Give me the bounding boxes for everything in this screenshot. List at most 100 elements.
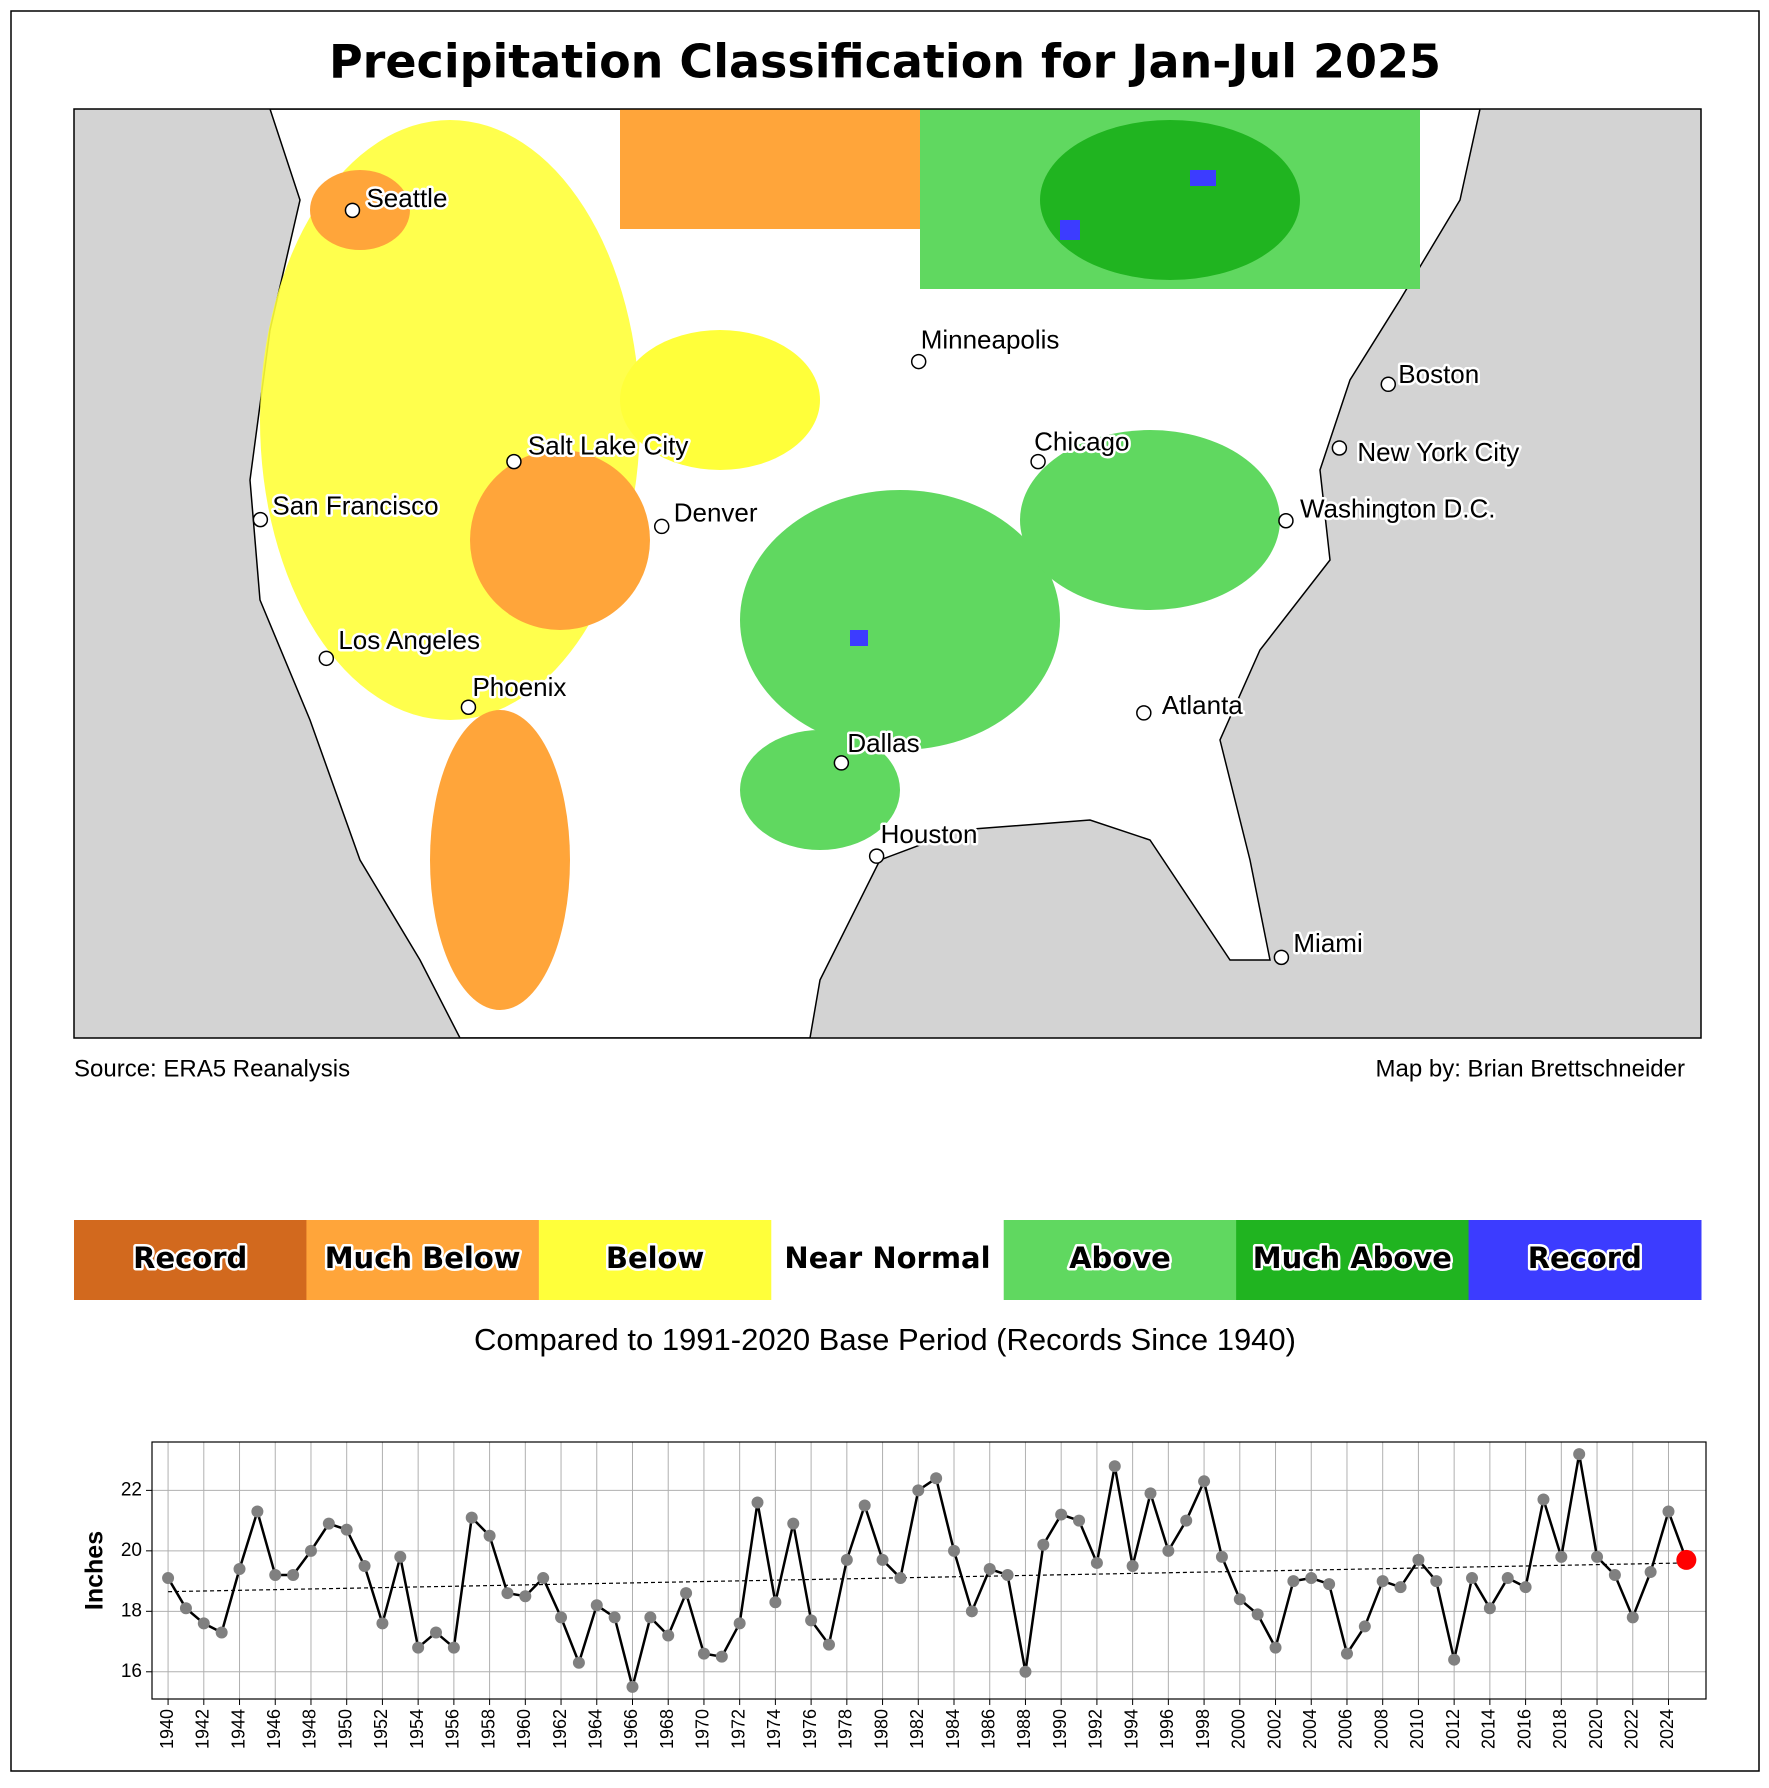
point — [590, 1599, 603, 1612]
x-tick-label: 2018 — [1550, 1709, 1570, 1749]
point — [1233, 1593, 1246, 1606]
x-tick-label: 1984 — [943, 1709, 963, 1749]
credit: Map by: Brian Brettschneider — [1376, 1055, 1685, 1082]
point — [1287, 1575, 1300, 1588]
point — [1644, 1566, 1657, 1579]
legend-label: Record — [1528, 1241, 1642, 1275]
x-tick-label: 2000 — [1229, 1709, 1249, 1749]
x-tick-label: 2014 — [1479, 1709, 1499, 1749]
city-marker — [1136, 705, 1152, 721]
city-label: New York City — [1357, 437, 1519, 467]
x-tick-label: 1992 — [1086, 1709, 1106, 1749]
legend-label: Above — [1069, 1241, 1171, 1275]
legend-swatch — [1003, 1220, 1237, 1300]
point — [572, 1656, 585, 1669]
x-tick-label: 1978 — [836, 1709, 856, 1749]
point — [1198, 1475, 1211, 1488]
city-marker — [252, 511, 269, 528]
point — [1394, 1581, 1407, 1594]
point — [948, 1544, 961, 1557]
point — [1412, 1553, 1425, 1566]
x-tick-label: 1986 — [978, 1709, 998, 1749]
point — [983, 1562, 996, 1575]
point — [1573, 1448, 1586, 1461]
highlight-point — [1676, 1549, 1697, 1570]
point — [1001, 1569, 1014, 1582]
title: Precipitation Classification for Jan-Jul… — [329, 35, 1441, 89]
point — [715, 1650, 728, 1663]
point — [233, 1562, 246, 1575]
y-tick-label: 20 — [121, 1540, 142, 1561]
point — [697, 1647, 710, 1660]
point — [1466, 1572, 1479, 1585]
point — [304, 1544, 317, 1557]
region — [1060, 220, 1080, 240]
x-tick-label: 1942 — [193, 1709, 213, 1749]
point — [787, 1517, 800, 1530]
y-tick-label: 16 — [121, 1661, 142, 1682]
point — [1180, 1514, 1193, 1527]
y-axis-label: Inches — [81, 1531, 109, 1610]
legend-swatch — [538, 1220, 772, 1300]
legend-swatch — [1468, 1220, 1702, 1300]
x-tick-label: 1998 — [1193, 1709, 1213, 1749]
x-tick-label: 1954 — [407, 1709, 427, 1749]
x-tick-label: 1988 — [1014, 1709, 1034, 1749]
point — [322, 1517, 335, 1530]
x-tick-label: 2010 — [1407, 1709, 1427, 1749]
point — [447, 1641, 460, 1654]
point — [162, 1572, 175, 1585]
point — [1090, 1556, 1103, 1569]
point — [340, 1523, 353, 1536]
point — [626, 1680, 639, 1693]
x-tick-label: 1944 — [228, 1709, 248, 1749]
point — [1037, 1538, 1050, 1551]
point — [251, 1505, 264, 1518]
point — [1019, 1665, 1032, 1678]
region — [1040, 120, 1300, 280]
x-tick-label: 1940 — [157, 1709, 177, 1749]
region — [740, 730, 900, 850]
city-label: Denver — [674, 497, 758, 527]
x-tick-label: 1956 — [443, 1709, 463, 1749]
city-label: Salt Lake City — [528, 430, 688, 460]
city-label: Miami — [1293, 928, 1362, 958]
point — [822, 1638, 835, 1651]
point — [644, 1611, 657, 1624]
point — [1608, 1569, 1621, 1582]
point — [608, 1611, 621, 1624]
city-marker — [1380, 376, 1397, 393]
point — [1126, 1559, 1139, 1572]
region — [1020, 430, 1280, 610]
x-tick-label: 2016 — [1514, 1709, 1534, 1749]
point — [876, 1553, 889, 1566]
x-tick-label: 2002 — [1264, 1709, 1284, 1749]
point — [1448, 1653, 1461, 1666]
point — [197, 1617, 210, 1630]
city-label: Los Angeles — [338, 625, 480, 655]
city-marker — [1331, 440, 1348, 456]
legend-label: Record — [133, 1241, 247, 1275]
x-tick-label: 1982 — [907, 1709, 927, 1749]
point — [1483, 1602, 1496, 1615]
x-tick-label: 2012 — [1443, 1709, 1463, 1749]
region — [740, 490, 1060, 750]
point — [1305, 1572, 1318, 1585]
city-label: Phoenix — [472, 672, 566, 702]
point — [930, 1472, 943, 1485]
region — [620, 109, 920, 229]
x-tick-label: 1966 — [621, 1709, 641, 1749]
city-label: Houston — [881, 819, 978, 849]
x-tick-label: 1976 — [800, 1709, 820, 1749]
x-tick-label: 1996 — [1157, 1709, 1177, 1749]
city-marker — [868, 848, 885, 864]
point — [662, 1629, 675, 1642]
city-label: Atlanta — [1162, 690, 1243, 720]
point — [1430, 1575, 1443, 1588]
legend-label: Much Below — [325, 1241, 521, 1275]
point — [394, 1550, 407, 1563]
city-label: Seattle — [366, 183, 447, 213]
city-marker — [1030, 453, 1046, 470]
point — [912, 1484, 925, 1497]
point — [412, 1641, 425, 1654]
